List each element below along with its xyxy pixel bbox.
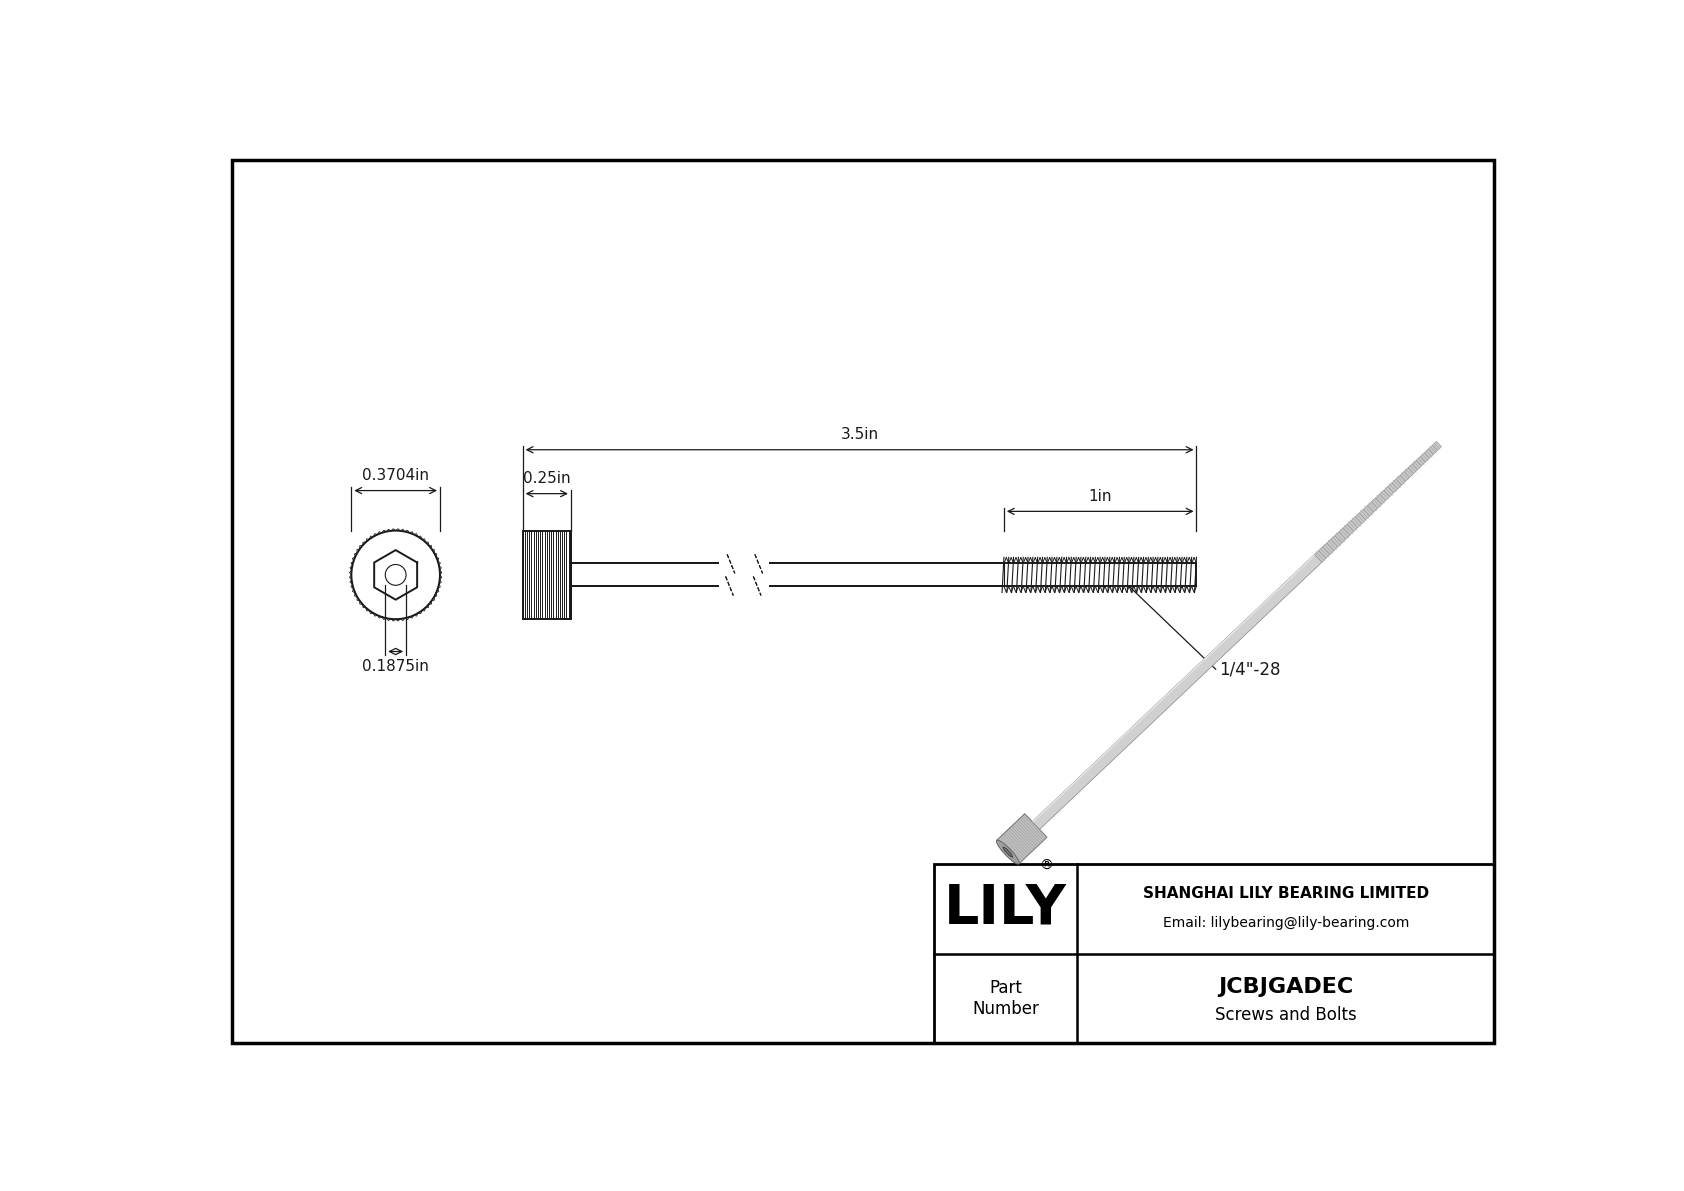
- Polygon shape: [1416, 456, 1426, 466]
- Polygon shape: [1396, 475, 1406, 485]
- Polygon shape: [1032, 554, 1315, 823]
- Polygon shape: [1420, 453, 1430, 462]
- Text: LILY: LILY: [945, 881, 1068, 936]
- Polygon shape: [1330, 536, 1342, 547]
- Polygon shape: [1413, 460, 1421, 469]
- Text: Part
Number: Part Number: [972, 979, 1039, 1018]
- Text: 3.5in: 3.5in: [840, 428, 879, 442]
- Polygon shape: [1327, 540, 1339, 550]
- Polygon shape: [1356, 513, 1366, 524]
- Polygon shape: [997, 813, 1032, 841]
- Polygon shape: [1335, 531, 1346, 543]
- Text: 1/4"-28: 1/4"-28: [1219, 660, 1282, 678]
- Polygon shape: [1032, 554, 1322, 829]
- Bar: [719, 531, 770, 619]
- Polygon shape: [1002, 847, 1012, 858]
- Polygon shape: [1347, 520, 1357, 531]
- Polygon shape: [1428, 445, 1438, 454]
- Polygon shape: [1322, 543, 1334, 555]
- Polygon shape: [1364, 505, 1374, 516]
- Text: Screws and Bolts: Screws and Bolts: [1214, 1006, 1357, 1024]
- Polygon shape: [1379, 491, 1389, 500]
- Polygon shape: [1367, 501, 1378, 512]
- Polygon shape: [1393, 479, 1401, 490]
- Polygon shape: [1351, 517, 1362, 528]
- Bar: [1004, 554, 1196, 596]
- Polygon shape: [1376, 494, 1386, 504]
- Polygon shape: [1384, 487, 1394, 497]
- Polygon shape: [1339, 528, 1351, 540]
- Polygon shape: [1399, 472, 1410, 481]
- Polygon shape: [997, 840, 1019, 865]
- Polygon shape: [1315, 550, 1325, 562]
- Text: JCBJGADEC: JCBJGADEC: [1218, 977, 1354, 997]
- Text: SHANGHAI LILY BEARING LIMITED: SHANGHAI LILY BEARING LIMITED: [1143, 886, 1428, 900]
- Polygon shape: [1344, 524, 1354, 535]
- Polygon shape: [1359, 509, 1369, 519]
- Text: Email: lilybearing@lily-bearing.com: Email: lilybearing@lily-bearing.com: [1162, 916, 1410, 929]
- Polygon shape: [997, 813, 1047, 863]
- Polygon shape: [1319, 547, 1330, 559]
- Polygon shape: [1425, 449, 1433, 459]
- Polygon shape: [1408, 464, 1418, 474]
- Bar: [522, 531, 571, 619]
- Text: 0.3704in: 0.3704in: [362, 468, 429, 482]
- Polygon shape: [1388, 482, 1398, 493]
- Bar: [935, 863, 1494, 1043]
- Polygon shape: [1404, 468, 1413, 478]
- Text: 0.1875in: 0.1875in: [362, 659, 429, 674]
- Polygon shape: [1433, 442, 1442, 450]
- Polygon shape: [1371, 498, 1383, 509]
- Text: ®: ®: [1039, 860, 1052, 873]
- Text: 0.25in: 0.25in: [524, 470, 571, 486]
- Text: 1in: 1in: [1088, 488, 1111, 504]
